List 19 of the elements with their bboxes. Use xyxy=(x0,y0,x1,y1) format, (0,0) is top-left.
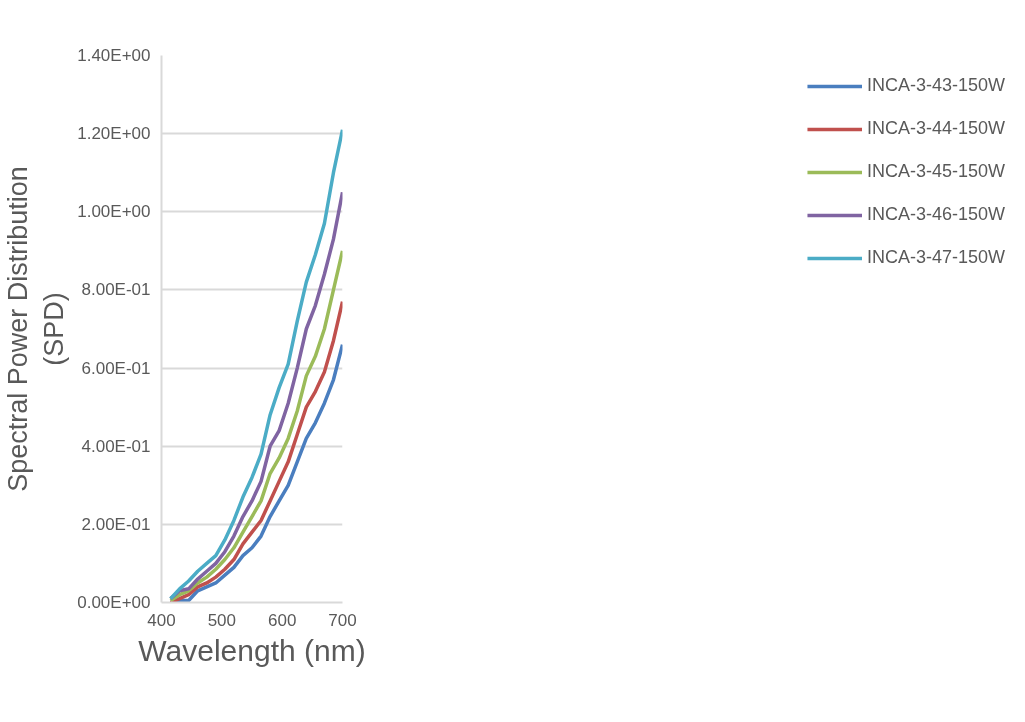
y-axis-title: Spectral Power Distribution (SPD) xyxy=(3,166,70,492)
legend-label: INCA-3-43-150W xyxy=(866,75,1005,96)
y-tick-label: 6.00E-01 xyxy=(81,358,151,378)
y-tick-label: 2.00E-01 xyxy=(81,514,151,534)
legend-label: INCA-3-44-150W xyxy=(866,118,1005,139)
y-tick-label: 8.00E-01 xyxy=(81,280,151,300)
y-tick-label: 4.00E-01 xyxy=(81,436,151,456)
x-tick-label: 500 xyxy=(207,610,237,630)
y-tick-label: 1.20E+00 xyxy=(77,124,151,144)
x-axis-title: Wavelength (nm) xyxy=(138,633,366,667)
y-tick-label: 1.00E+00 xyxy=(77,202,151,222)
legend-label: INCA-3-46-150W xyxy=(866,204,1005,225)
x-tick-label: 400 xyxy=(147,610,176,630)
x-tick-label: 700 xyxy=(328,610,357,630)
legend-label: INCA-3-47-150W xyxy=(866,247,1005,268)
y-tick-label: 1.40E+00 xyxy=(77,46,151,65)
legend-label: INCA-3-45-150W xyxy=(866,161,1005,182)
y-tick-label: 0.00E+00 xyxy=(77,593,151,612)
x-tick-label: 600 xyxy=(267,610,297,630)
